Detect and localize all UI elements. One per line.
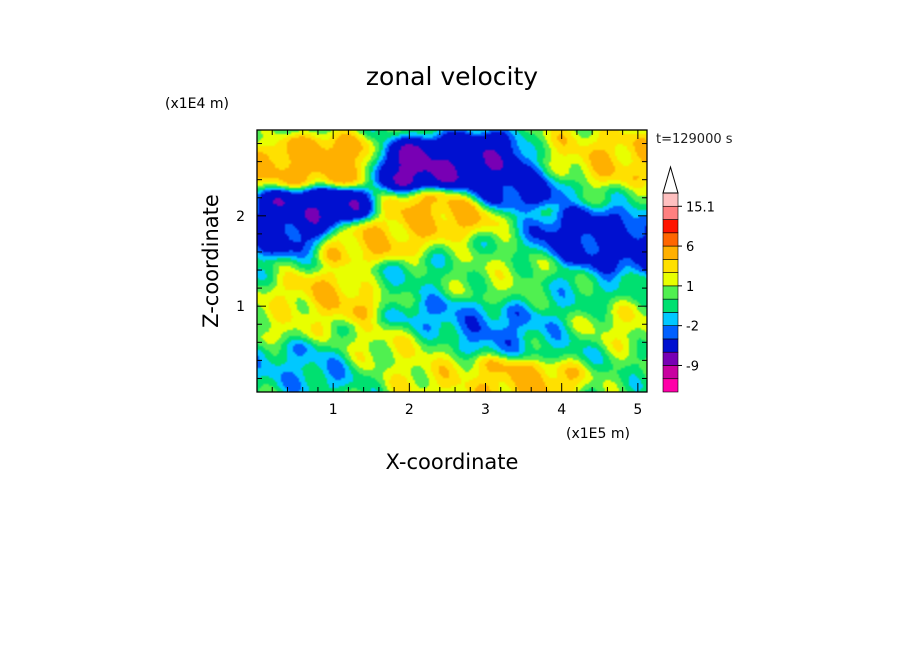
colorbar-extend-arrow <box>662 165 679 194</box>
colorbar: 15.1 6 1 -2 -9 <box>662 165 715 393</box>
colorbar-swatch <box>662 338 679 353</box>
y-tick-label: 2 <box>236 209 245 225</box>
colorbar-label: 15.1 <box>686 200 715 215</box>
x-tick-label: 5 <box>633 402 642 418</box>
colorbar-swatch <box>662 259 679 273</box>
chart-title: zonal velocity <box>366 62 538 91</box>
axis-ticks: 1 2 3 4 5 1 2 <box>236 130 647 418</box>
colorbar-swatch <box>662 219 679 234</box>
colorbar-swatch <box>662 272 679 287</box>
colorbar-swatch <box>662 325 679 340</box>
x-tick-label: 3 <box>481 402 490 418</box>
x-tick-label: 1 <box>329 402 338 418</box>
colorbar-swatch <box>662 378 679 393</box>
colorbar-swatch <box>662 351 679 366</box>
x-axis-label: X-coordinate <box>386 450 519 474</box>
colorbar-label: 6 <box>686 240 694 255</box>
colorbar-label: 1 <box>686 280 694 295</box>
colorbar-swatch <box>662 205 679 220</box>
x-unit-label: (x1E5 m) <box>566 426 630 442</box>
colorbar-label: -2 <box>686 320 699 335</box>
time-label: t=129000 s <box>656 132 733 147</box>
x-tick-label: 2 <box>405 402 414 418</box>
colorbar-swatch <box>662 245 679 260</box>
y-tick-label: 1 <box>236 299 245 315</box>
colorbar-swatch <box>662 285 679 300</box>
colorbar-swatch <box>662 298 679 313</box>
heatmap-plot <box>256 129 648 393</box>
colorbar-label: -9 <box>686 359 699 374</box>
y-unit-label: (x1E4 m) <box>165 96 229 112</box>
plot-frame <box>256 129 648 393</box>
colorbar-swatch <box>662 365 679 380</box>
colorbar-swatch <box>662 312 679 326</box>
colorbar-swatch <box>662 232 679 247</box>
heatmap-field <box>257 130 647 392</box>
colorbar-swatch <box>662 192 679 207</box>
y-axis-label: Z-coordinate <box>199 194 223 328</box>
x-tick-label: 4 <box>557 402 566 418</box>
